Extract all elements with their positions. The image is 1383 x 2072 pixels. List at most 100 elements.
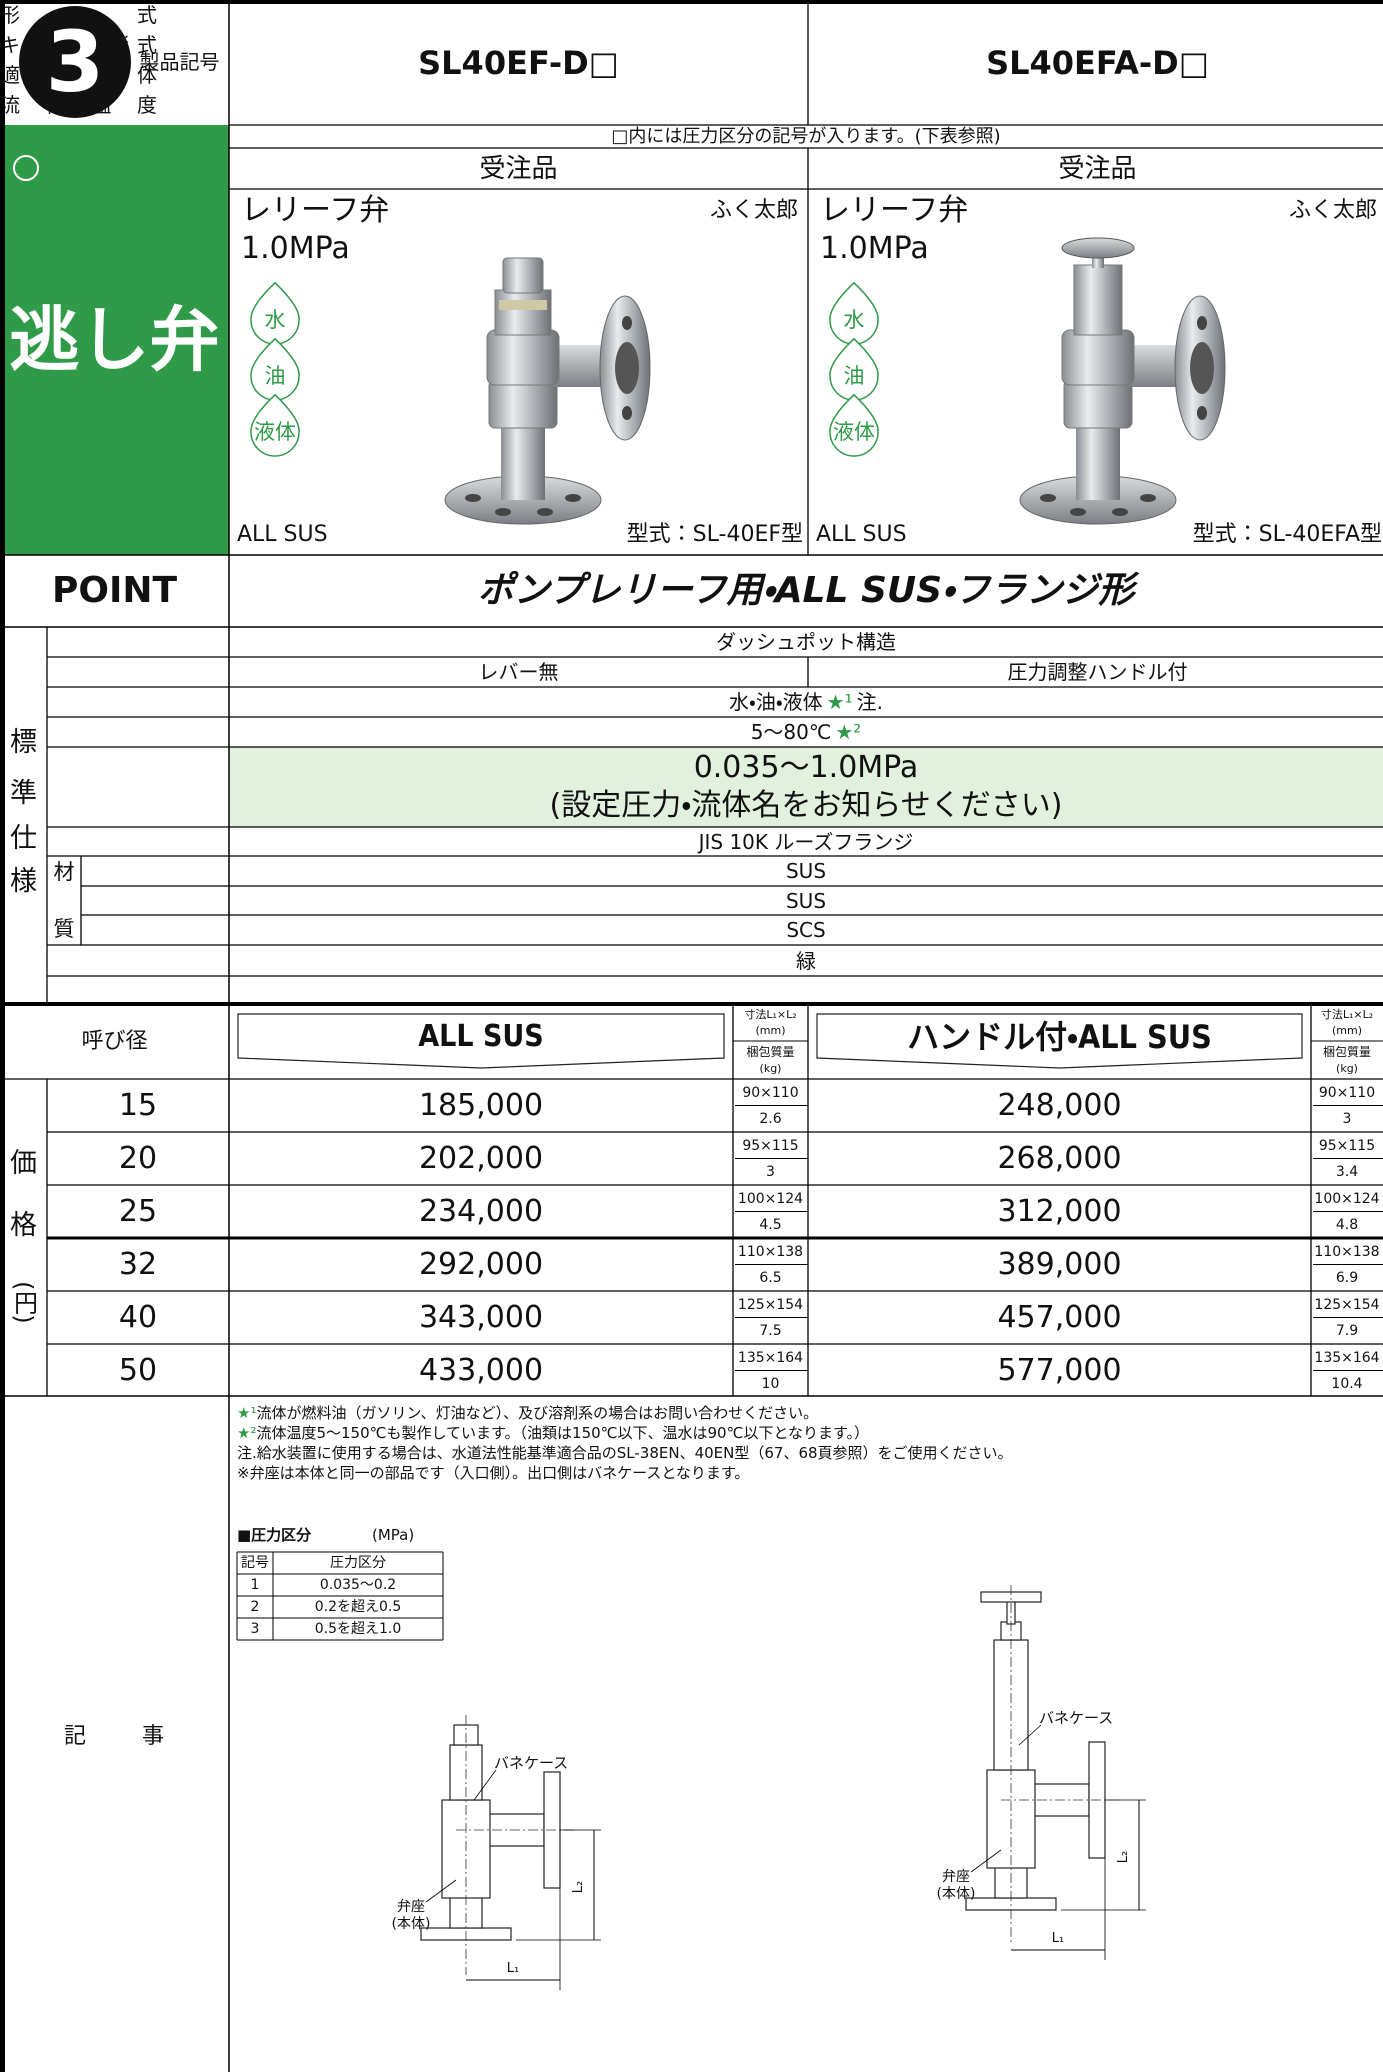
nominal-size: 15 xyxy=(118,1087,158,1123)
photo-part xyxy=(1076,420,1120,500)
fluid-label: 液体 xyxy=(254,419,296,444)
fluid-drop xyxy=(829,393,879,457)
dimensions: 95×115 xyxy=(1318,1137,1376,1154)
photo-part xyxy=(1073,264,1123,336)
nominal-size: 25 xyxy=(118,1193,158,1229)
photo-part xyxy=(1061,329,1135,386)
point-text: ポンプレリーフ用・ALL SUS・フランジ形 xyxy=(477,570,1135,611)
material: ALL SUS xyxy=(237,522,328,547)
weight: 6.9 xyxy=(1335,1269,1359,1286)
spec-value: 緑 xyxy=(229,945,1383,976)
product-photo xyxy=(1019,237,1226,525)
photo-part xyxy=(537,508,553,516)
part-label: バネケース xyxy=(1039,1708,1114,1727)
side-label: 仕 xyxy=(10,822,37,854)
fluid-drop xyxy=(250,393,300,457)
weight: 4.8 xyxy=(1335,1216,1359,1233)
footnote-mark: ★² xyxy=(237,1423,257,1442)
photo-part xyxy=(622,316,632,330)
part-label: バネケース xyxy=(494,1753,569,1772)
photo-part xyxy=(615,342,639,394)
weight: 3 xyxy=(766,1163,775,1180)
weight: 3 xyxy=(1342,1110,1352,1127)
weight: 7.9 xyxy=(1335,1322,1359,1339)
spec-note: (設定圧力・流体名をお知らせください) xyxy=(549,788,1063,823)
brand: ふく太郎 xyxy=(1288,198,1377,223)
nominal-size: 40 xyxy=(118,1299,158,1335)
order-type: 受注品 xyxy=(479,153,558,184)
footnote-mark: ★¹ xyxy=(237,1403,257,1422)
photo-part xyxy=(501,420,545,500)
spec-value: ダッシュポット構造 xyxy=(229,627,1383,657)
price: 433,000 xyxy=(418,1352,544,1388)
photo-part xyxy=(1140,494,1156,502)
product-name: レリーフ弁 xyxy=(241,193,390,228)
table-cell: 1 xyxy=(250,1577,260,1593)
table-cell: 0.5を超え1.0 xyxy=(314,1621,402,1637)
column-header-box xyxy=(237,1013,725,1069)
dimensions: 90×110 xyxy=(742,1084,799,1101)
table-header: 圧力区分 xyxy=(330,1555,386,1571)
material: ALL SUS xyxy=(816,522,907,547)
rated-pressure: 1.0MPa xyxy=(241,231,350,266)
photo-part xyxy=(499,300,547,310)
fluid-label: 油 xyxy=(843,363,865,388)
dimension-label: L₂ xyxy=(1115,1850,1131,1864)
spec-value: レバー無 xyxy=(478,660,559,684)
nominal-size: 50 xyxy=(118,1352,158,1388)
price: 268,000 xyxy=(997,1140,1122,1176)
photo-part xyxy=(1070,508,1086,516)
dimensions: 135×164 xyxy=(1314,1349,1380,1366)
weight: 10.4 xyxy=(1331,1375,1363,1392)
dimensions: 100×124 xyxy=(1314,1190,1380,1207)
spec-value-text: 緑 xyxy=(796,948,816,973)
spec-value-text: JIS 10K ルーズフランジ xyxy=(698,829,914,854)
photo-part xyxy=(1112,508,1128,516)
order-type: 受注品 xyxy=(1058,153,1137,184)
photo-part xyxy=(553,345,605,387)
table-cell: 2 xyxy=(250,1599,260,1615)
fluid-label: 水 xyxy=(264,307,286,332)
table-cell: 0.035〜0.2 xyxy=(319,1577,397,1593)
footnote-text: 流体が燃料油（ガソリン、灯油など）、及び溶剤系の場合はお問い合わせください。 xyxy=(256,1403,819,1422)
section-number: 3 xyxy=(45,13,105,111)
rated-pressure: 1.0MPa xyxy=(820,231,929,266)
section-badge xyxy=(19,6,131,118)
photo-part xyxy=(565,494,581,502)
weight: 6.5 xyxy=(759,1269,782,1286)
dim-unit: (mm) xyxy=(1331,1023,1362,1037)
spec-value: SUS xyxy=(229,856,1383,886)
category-title: 逃し弁 xyxy=(9,299,220,381)
part-label: 弁座 xyxy=(397,1899,425,1915)
side-label: 様 xyxy=(10,865,37,897)
footnote-ref: 注. xyxy=(856,690,883,714)
table-cell: 0.2を超え0.5 xyxy=(314,1599,402,1615)
side-label: 標 xyxy=(10,726,37,758)
price: 292,000 xyxy=(418,1246,544,1282)
weight: 3.4 xyxy=(1335,1163,1359,1180)
model-type: 型式：SL-40EFA型 xyxy=(1192,522,1382,547)
fluid-label: 油 xyxy=(264,363,286,388)
spec-value-text: 水・油・液体 xyxy=(729,690,823,714)
photo-part xyxy=(1197,406,1207,420)
spec-value: 0.035〜1.0MPa xyxy=(693,750,919,785)
dim-unit: (mm) xyxy=(755,1023,786,1037)
table-unit: (MPa) xyxy=(372,1525,415,1544)
dimensions: 100×124 xyxy=(737,1190,804,1207)
column-header: ハンドル付・ALL SUS xyxy=(907,1018,1212,1056)
spec-value-text: 5〜80℃ xyxy=(750,720,832,744)
part-label: 弁座 xyxy=(942,1869,970,1885)
footnote-text: 流体温度5〜150℃も製作しています。（油類は150℃以下、温水は90℃以下とな… xyxy=(256,1423,870,1442)
spec-value-text: SUS xyxy=(785,888,827,913)
photo-part xyxy=(1040,494,1056,502)
photo-part xyxy=(502,257,544,294)
weight: 4.5 xyxy=(759,1216,782,1233)
spec-value-text: ダッシュポット構造 xyxy=(716,630,896,654)
spec-value: 5〜80℃ ★² xyxy=(229,717,1383,747)
spec-value: JIS 10K ルーズフランジ xyxy=(229,827,1383,856)
price: 312,000 xyxy=(997,1193,1122,1229)
side-label: 準 xyxy=(10,777,37,809)
photo-part xyxy=(1128,345,1180,387)
